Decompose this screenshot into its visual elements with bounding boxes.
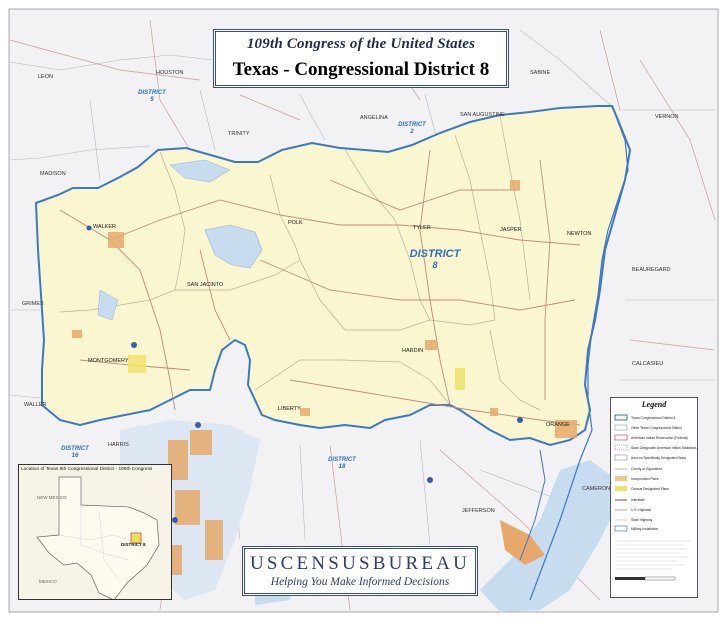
legend-item: Other Texas Congressional District xyxy=(631,426,682,430)
map-subtitle: 109th Congress of the United States xyxy=(246,36,476,52)
roads-inside xyxy=(59,149,581,426)
district-8-area[interactable] xyxy=(34,105,632,447)
legend-item: State Highway xyxy=(631,518,653,522)
svg-text:DISTRICT: DISTRICT xyxy=(410,248,462,260)
county-label: SAN JACINTO xyxy=(187,282,224,288)
svg-text:18: 18 xyxy=(339,464,346,470)
county-label: MADISON xyxy=(40,171,66,177)
legend-item: U.S. Highway xyxy=(631,508,651,512)
svg-text:DISTRICT: DISTRICT xyxy=(328,457,357,463)
legend-title: Legend xyxy=(641,400,667,409)
neches-river xyxy=(519,449,546,561)
inset-svg: NEW MEXICO DISTRICT 8 MEXICO xyxy=(19,475,171,599)
county-label: BEAUREGARD xyxy=(632,267,671,273)
county-label: ORANGE xyxy=(546,422,570,428)
legend-svg: Texas Congressional District 8 Other Tex… xyxy=(614,414,704,581)
county-label: HARDIN xyxy=(402,348,423,354)
county-label: HARRIS xyxy=(108,442,129,448)
census-bureau-panel: USCENSUSBUREAU Helping You Make Informed… xyxy=(242,546,478,596)
svg-text:DISTRICT: DISTRICT xyxy=(61,446,90,452)
county-label: HOUSTON xyxy=(156,70,183,76)
inset-new-mexico-label: NEW MEXICO xyxy=(37,495,67,500)
legend-item: Incorporated Place xyxy=(631,477,659,481)
sabine-lake xyxy=(480,460,620,612)
legend-item: Area on Specifically Designated Body xyxy=(631,456,686,460)
legend-item: Census Designated Place xyxy=(631,487,669,491)
county-label: POLK xyxy=(288,220,303,226)
route-shields xyxy=(86,225,523,523)
legend-item: Military Installation xyxy=(631,527,658,531)
svg-text:DISTRICT: DISTRICT xyxy=(138,90,167,96)
county-label: NEWTON xyxy=(567,231,591,237)
legend-item: American Indian Reservation (Federal) xyxy=(631,436,688,440)
district-urban-areas xyxy=(72,180,577,438)
county-label: SABINE xyxy=(530,70,551,76)
inset-locator-map: Location of Texas 8th Congressional Dist… xyxy=(18,464,172,600)
legend-item: Interstate xyxy=(631,498,645,502)
svg-text:DISTRICT: DISTRICT xyxy=(398,122,427,128)
svg-text:8: 8 xyxy=(432,260,437,270)
other-district-labels: DISTRICT 5 DISTRICT 16 DISTRICT 2 DISTRI… xyxy=(61,90,427,470)
county-label: TRINITY xyxy=(228,131,250,137)
sabine-river xyxy=(529,105,629,601)
svg-text:16: 16 xyxy=(72,453,79,459)
county-label: LEON xyxy=(38,74,53,80)
census-tagline: Helping You Make Informed Decisions xyxy=(270,576,450,588)
lake-north xyxy=(169,159,231,183)
inset-mexico-label: MEXICO xyxy=(39,579,57,584)
title-panel: 109th Congress of the United States Texa… xyxy=(213,29,509,88)
county-label: CAMERON xyxy=(582,486,610,492)
census-bureau-logo: USCENSUSBUREAU xyxy=(249,553,471,574)
legend-item: State Designated American Indian Statist… xyxy=(631,446,697,450)
district-8-label: DISTRICT 8 xyxy=(410,248,462,270)
county-label: TYLER xyxy=(413,225,431,231)
lake-conroe xyxy=(97,289,119,321)
houston-urban xyxy=(160,430,223,575)
legend-item: Texas Congressional District 8 xyxy=(631,416,676,420)
port-arthur-urban xyxy=(500,520,545,565)
map-title: Texas - Congressional District 8 xyxy=(232,59,490,80)
inset-caption: Location of Texas 8th Congressional Dist… xyxy=(21,467,153,472)
county-label: SAN AUGUSTINE xyxy=(460,112,505,118)
legend-panel: Legend Texas Congressional District 8 Ot… xyxy=(610,397,704,598)
legend-item: County or Equivalent xyxy=(631,467,662,471)
county-label: JEFFERSON xyxy=(462,508,495,514)
county-label: ANGELINA xyxy=(360,115,388,121)
inset-district-highlight xyxy=(130,532,142,544)
county-label: WALKER xyxy=(93,224,116,230)
svg-text:5: 5 xyxy=(150,97,154,103)
county-label: WALLER xyxy=(24,402,46,408)
lake-livingston xyxy=(204,224,263,269)
county-label: GRIMES xyxy=(22,301,44,307)
county-label: CALCASIEU xyxy=(632,361,663,367)
county-label: VERNON xyxy=(655,114,679,120)
county-label: JASPER xyxy=(500,227,521,233)
inset-district-label: DISTRICT 8 xyxy=(121,542,146,547)
district-county-labels: WALKER SAN JACINTO POLK TYLER JASPER NEW… xyxy=(88,220,591,428)
county-label: LIBERTY xyxy=(278,406,301,412)
county-label: MONTGOMERY xyxy=(88,358,129,364)
svg-text:2: 2 xyxy=(409,129,414,135)
